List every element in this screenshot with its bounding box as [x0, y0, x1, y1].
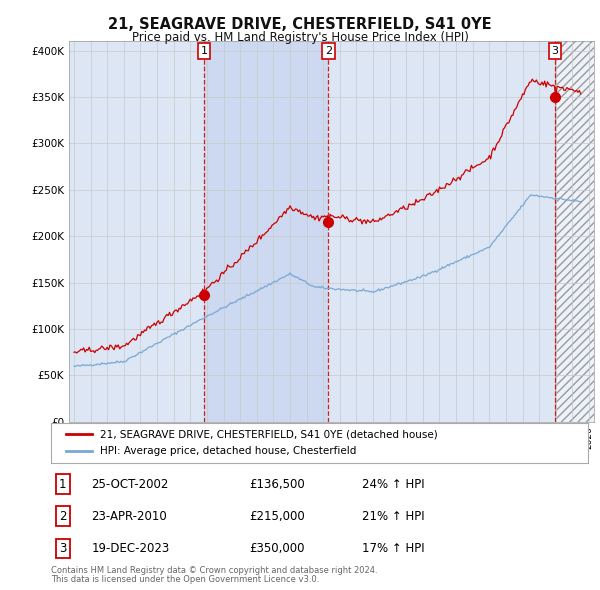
Text: 1: 1 [59, 478, 67, 491]
Text: 25-OCT-2002: 25-OCT-2002 [91, 478, 169, 491]
Text: 21% ↑ HPI: 21% ↑ HPI [362, 510, 425, 523]
Text: £136,500: £136,500 [250, 478, 305, 491]
Text: Contains HM Land Registry data © Crown copyright and database right 2024.: Contains HM Land Registry data © Crown c… [51, 566, 377, 575]
Text: 19-DEC-2023: 19-DEC-2023 [91, 542, 170, 555]
Text: £350,000: £350,000 [250, 542, 305, 555]
Bar [204, 41, 328, 422]
Text: This data is licensed under the Open Government Licence v3.0.: This data is licensed under the Open Gov… [51, 575, 319, 584]
Text: 1: 1 [200, 46, 208, 56]
Text: 2: 2 [59, 510, 67, 523]
Text: 2: 2 [325, 46, 332, 56]
Text: £215,000: £215,000 [250, 510, 305, 523]
Text: 24% ↑ HPI: 24% ↑ HPI [362, 478, 425, 491]
Text: 3: 3 [59, 542, 67, 555]
Text: 3: 3 [551, 46, 559, 56]
Text: 23-APR-2010: 23-APR-2010 [91, 510, 167, 523]
Text: 17% ↑ HPI: 17% ↑ HPI [362, 542, 425, 555]
Text: Price paid vs. HM Land Registry's House Price Index (HPI): Price paid vs. HM Land Registry's House … [131, 31, 469, 44]
Text: 21, SEAGRAVE DRIVE, CHESTERFIELD, S41 0YE: 21, SEAGRAVE DRIVE, CHESTERFIELD, S41 0Y… [108, 17, 492, 31]
Legend: 21, SEAGRAVE DRIVE, CHESTERFIELD, S41 0YE (detached house), HPI: Average price, : 21, SEAGRAVE DRIVE, CHESTERFIELD, S41 0Y… [62, 426, 442, 460]
